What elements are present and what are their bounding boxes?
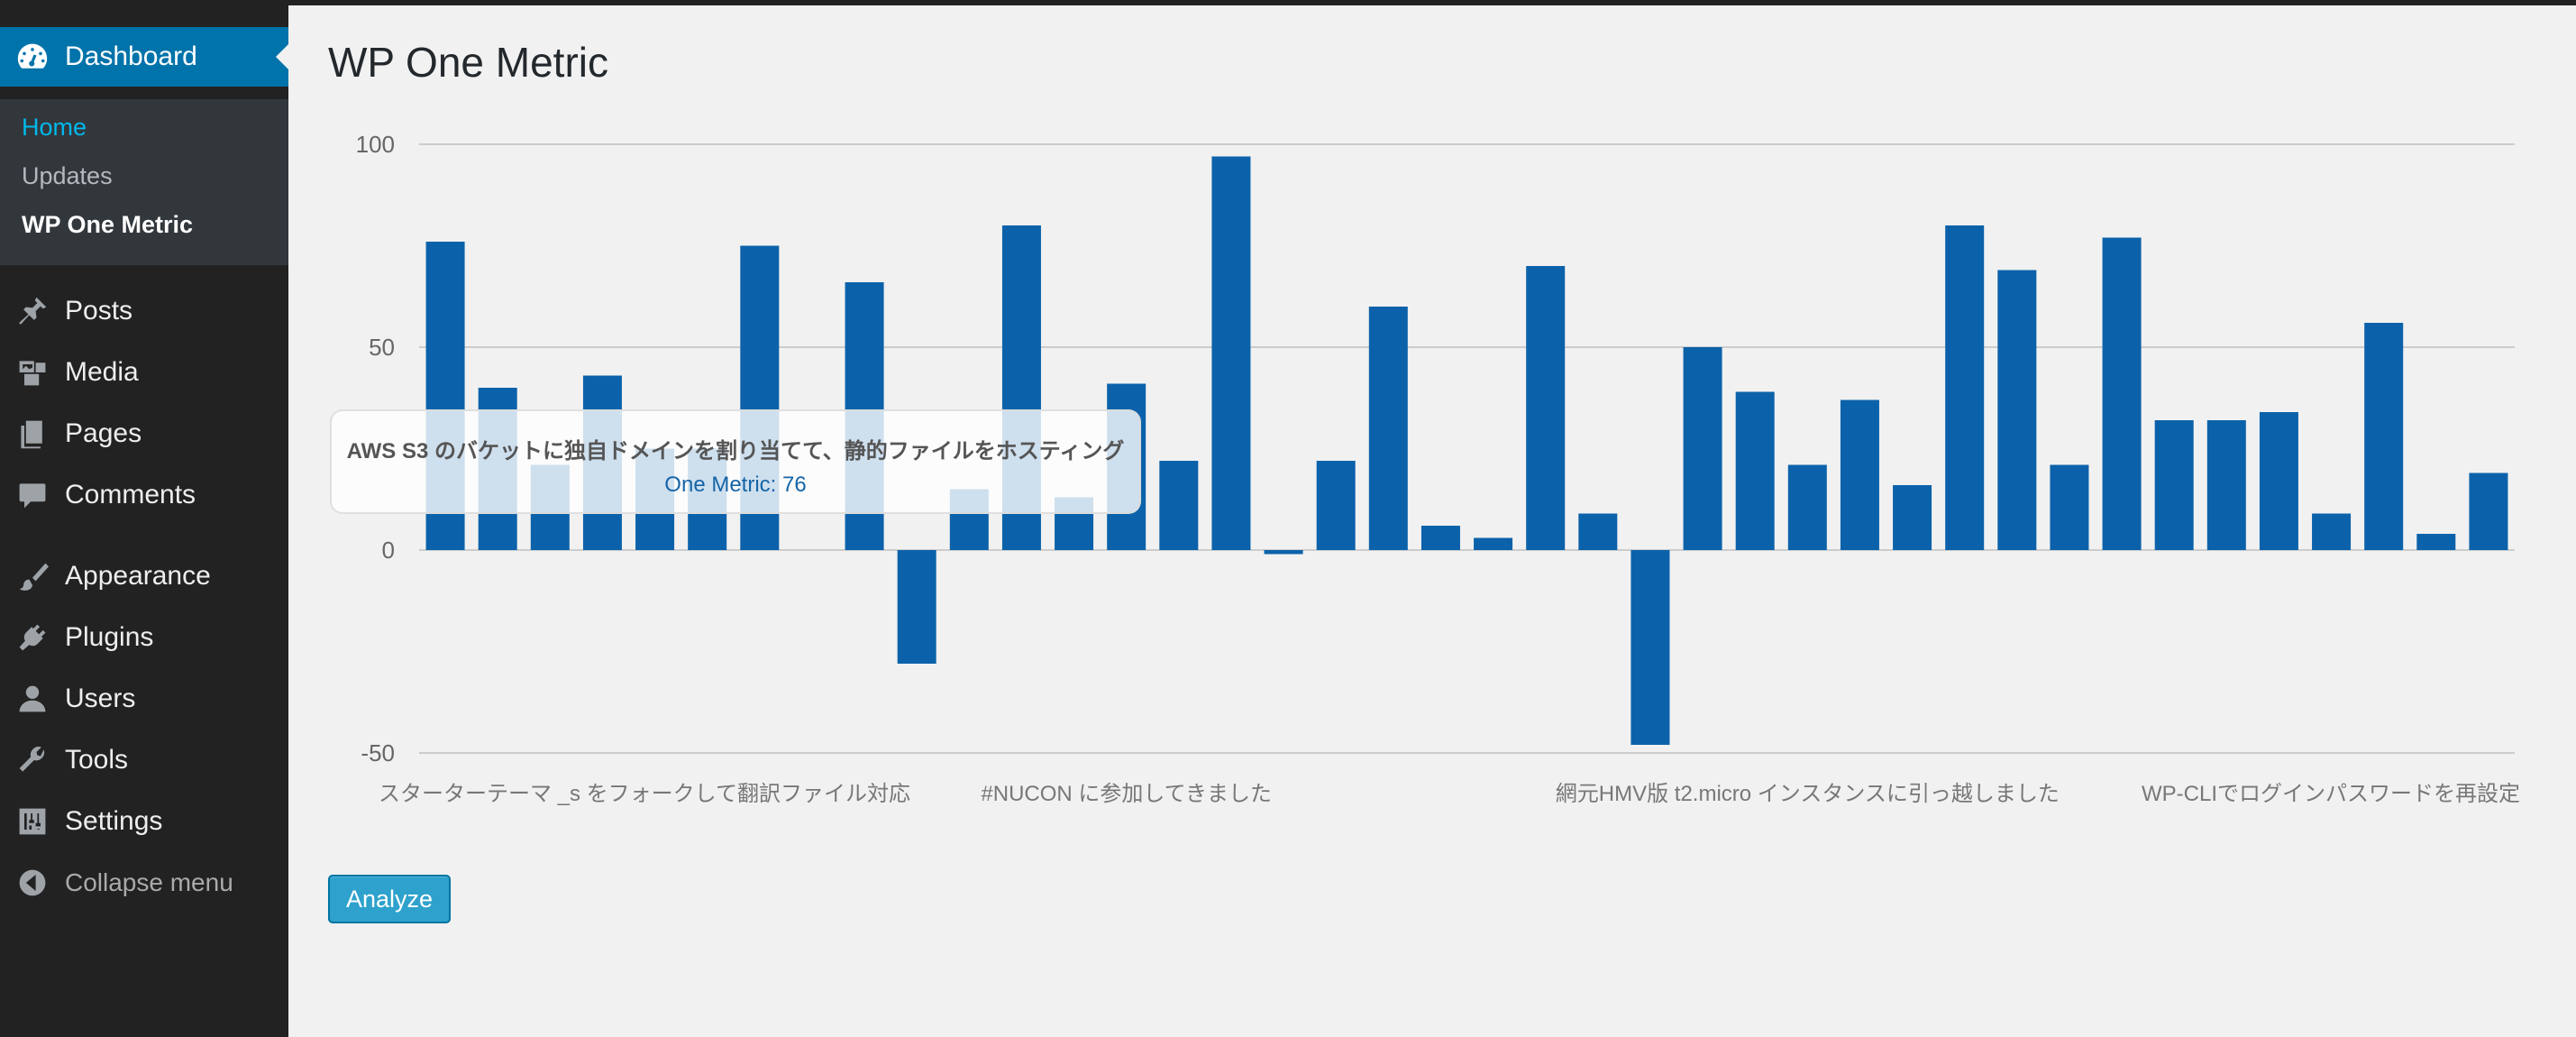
chart-bar [2312, 513, 2352, 550]
chart-bar [1264, 550, 1303, 555]
menu-users-label: Users [65, 684, 136, 713]
admin-sidebar: Dashboard Home Updates WP One Metric Pos… [0, 5, 288, 1037]
comment-icon [14, 477, 50, 513]
chart-bar [1787, 464, 1827, 550]
collapse-menu-label: Collapse menu [65, 868, 233, 896]
x-tick-label: スターターテーマ _s をフォークして翻訳ファイル対応 [379, 782, 910, 806]
top-admin-bar [0, 0, 2576, 5]
dashboard-submenu: Home Updates WP One Metric [0, 99, 288, 265]
user-icon [14, 681, 50, 717]
chart-bar [1368, 307, 1408, 550]
chart-bar [897, 550, 936, 664]
menu-comments-label: Comments [65, 480, 196, 509]
y-tick-label: 100 [356, 131, 395, 158]
y-tick-label: 50 [369, 334, 395, 361]
plug-icon [14, 619, 50, 656]
chart-bar [2416, 534, 2456, 550]
menu-pages[interactable]: Pages [0, 406, 288, 462]
chart-bar [2050, 464, 2089, 550]
chart-bar [1893, 485, 1932, 550]
chart-bar [2469, 473, 2508, 550]
wrench-icon [14, 742, 50, 778]
chart-bar [1683, 347, 1722, 550]
chart-bar [1840, 399, 1879, 550]
y-tick-label: -50 [361, 739, 395, 766]
chart-bar [2206, 420, 2246, 550]
menu-posts[interactable]: Posts [0, 283, 288, 339]
x-tick-label: WP-CLIでログインパスワードを再設定 [2142, 782, 2520, 806]
menu-tools-label: Tools [65, 745, 129, 775]
analyze-button[interactable]: Analyze [328, 875, 451, 923]
page-title: WP One Metric [328, 39, 608, 86]
chart-tooltip: AWS S3 のバケットに独自ドメインを割り当てて、静的ファイルをホスティング … [330, 409, 1141, 514]
dashboard-icon [14, 39, 50, 75]
collapse-arrow-icon [14, 865, 50, 901]
chart-bar [2259, 412, 2298, 550]
menu-appearance-label: Appearance [65, 561, 211, 591]
submenu-wp-one-metric[interactable]: WP One Metric [22, 211, 194, 238]
chart-bar [1159, 461, 1199, 550]
menu-plugins-label: Plugins [65, 622, 154, 652]
brush-icon [14, 558, 50, 594]
menu-media-label: Media [65, 357, 139, 387]
menu-comments[interactable]: Comments [0, 467, 288, 523]
chart-bar [2154, 420, 2194, 550]
menu-dashboard-label: Dashboard [65, 41, 197, 71]
menu-appearance[interactable]: Appearance [0, 548, 288, 604]
menu-tools[interactable]: Tools [0, 732, 288, 788]
x-tick-label: 網元HMV版 t2.micro インスタンスに引っ越しました [1556, 782, 2060, 806]
chart-bar [1526, 266, 1566, 550]
y-tick-label: 0 [382, 537, 395, 564]
chart-bar [1420, 526, 1460, 550]
menu-pages-label: Pages [65, 418, 142, 448]
menu-users[interactable]: Users [0, 671, 288, 727]
media-icon [14, 354, 50, 390]
chart-bar [2364, 323, 2404, 550]
chart-bar [1735, 391, 1775, 550]
tooltip-value: One Metric: 76 [664, 473, 807, 497]
pages-icon [14, 416, 50, 452]
main-content: WP One Metric 100 50 0 -50 スターターテーマ _s をフォーク… [288, 5, 2576, 1037]
chart-bar [1997, 270, 2037, 550]
menu-dashboard[interactable]: Dashboard [0, 27, 288, 87]
chart-bar [1945, 225, 1985, 550]
pin-icon [14, 293, 50, 329]
menu-settings[interactable]: Settings [0, 794, 288, 849]
x-tick-label: #NUCON に参加してきました [981, 782, 1272, 806]
submenu-updates[interactable]: Updates [22, 162, 113, 189]
chart-bar [1211, 156, 1251, 550]
chart-bar [1316, 461, 1356, 550]
collapse-menu-button[interactable]: Collapse menu [0, 855, 288, 911]
chart-bar [1578, 513, 1618, 550]
menu-media[interactable]: Media [0, 344, 288, 400]
chart-bar [1631, 550, 1670, 745]
tooltip-title: AWS S3 のバケットに独自ドメインを割り当てて、静的ファイルをホスティング [346, 439, 1125, 463]
menu-plugins[interactable]: Plugins [0, 610, 288, 665]
chart-bar [2102, 237, 2142, 550]
menu-settings-label: Settings [65, 806, 163, 836]
chart-bar [1474, 537, 1513, 550]
settings-icon [14, 803, 50, 840]
menu-posts-label: Posts [65, 296, 133, 326]
submenu-home[interactable]: Home [22, 114, 87, 141]
